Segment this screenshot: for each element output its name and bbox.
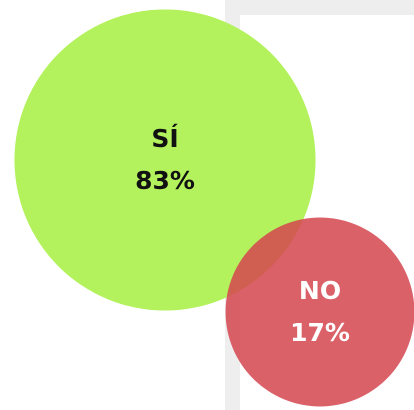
bubble-value-label: 83% (135, 166, 195, 195)
bubble-value-label: 17% (290, 318, 350, 347)
bubble (225, 217, 414, 407)
bubble-category-label: NO (299, 276, 341, 305)
bubble (14, 9, 316, 311)
bubble-category-label: SÍ (151, 124, 178, 153)
